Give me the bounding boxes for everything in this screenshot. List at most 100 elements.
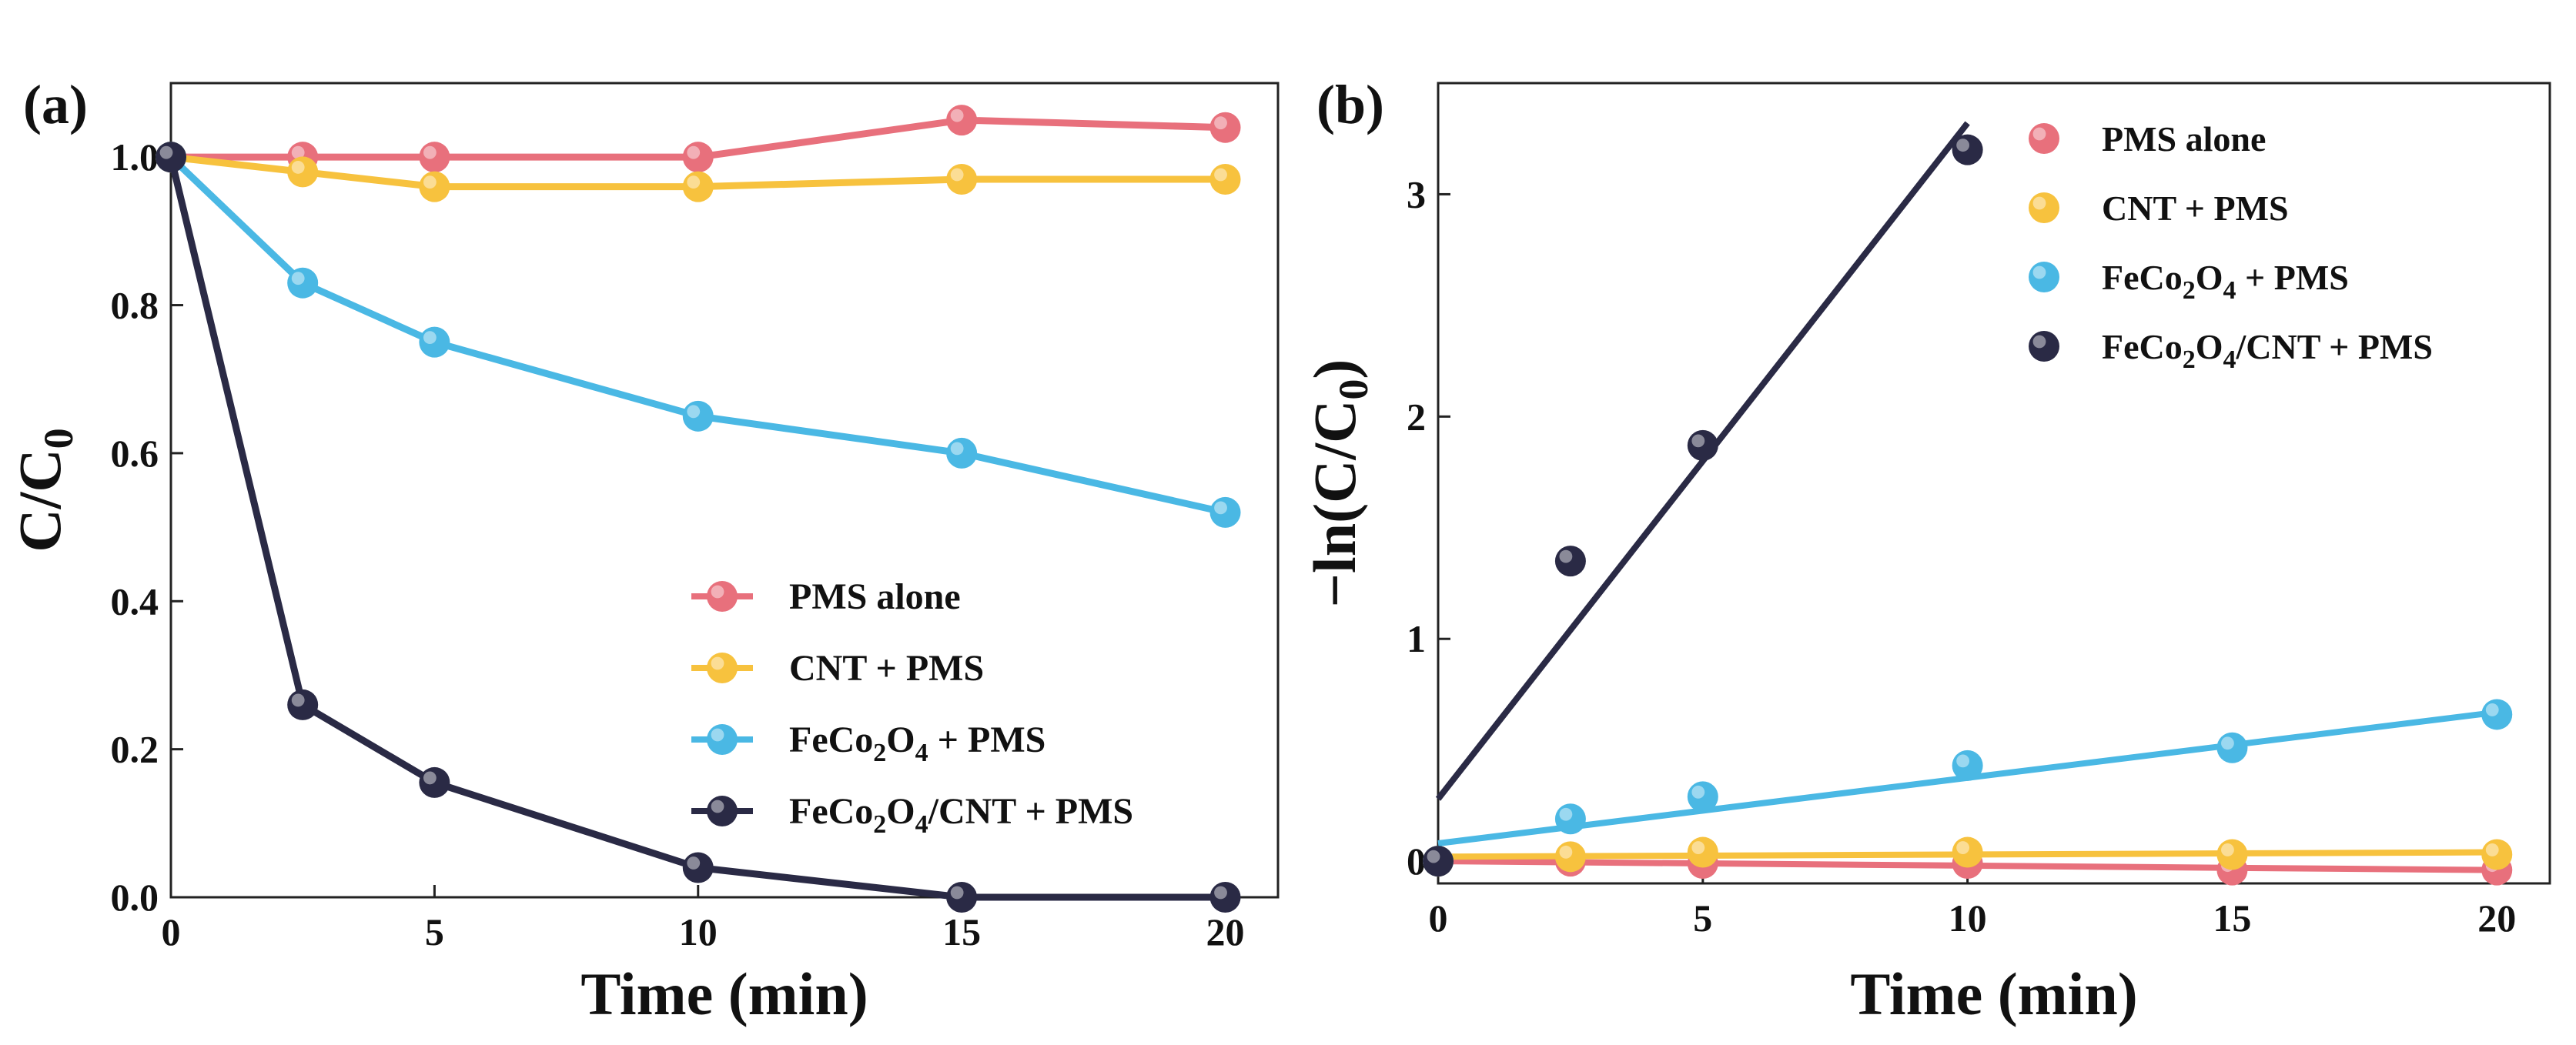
x-tick-label: 20 <box>2477 896 2516 940</box>
data-point-highlight <box>1691 841 1705 854</box>
legend-marker-highlight <box>2032 265 2046 279</box>
legend-marker-fill <box>2029 192 2059 223</box>
legend-marker-fill <box>2029 331 2059 362</box>
data-point-fill <box>1687 781 1718 813</box>
x-tick-label: 15 <box>2213 896 2251 940</box>
x-tick-label: 10 <box>1949 896 1987 940</box>
legend-item-cnt-pms: CNT + PMS <box>2029 189 2289 228</box>
y-axis-title-sub: 0 <box>1330 379 1377 400</box>
data-point <box>1687 836 1718 868</box>
data-point <box>1952 836 1983 868</box>
data-point <box>1554 841 1586 873</box>
legend-text-part: O <box>2196 327 2223 366</box>
series-pms-alone <box>156 105 1241 173</box>
x-tick-label: 5 <box>425 910 444 953</box>
legend-marker-fill <box>707 796 738 826</box>
legend-text-part: PMS alone <box>2102 119 2266 159</box>
data-point-highlight <box>1427 850 1440 863</box>
data-point-fill <box>156 142 186 173</box>
data-point <box>1952 134 1983 165</box>
data-point-fill <box>682 852 714 883</box>
y-axis-title-sub: 0 <box>35 428 82 449</box>
data-point-highlight <box>2221 736 2234 750</box>
legend: PMS alone CNT + PMS FeCo2O4 + PMS FeCo2O4/C… <box>691 576 1133 839</box>
legend-text-part: CNT + PMS <box>789 648 984 689</box>
data-point-fill <box>2216 732 2248 763</box>
data-point <box>1423 846 1454 877</box>
data-point <box>946 164 978 195</box>
x-tick-label: 0 <box>1429 896 1448 940</box>
legend-text-part: O <box>886 719 915 760</box>
data-point <box>1209 164 1241 195</box>
legend-item-feco2o4-pms: FeCo2O4 + PMS <box>691 719 1045 767</box>
legend-item-feco2o4-cnt-pms: FeCo2O4/CNT + PMS <box>691 791 1133 839</box>
legend-text-part: + PMS <box>2236 258 2349 297</box>
legend-text-part: FeCo <box>2102 258 2183 297</box>
data-point-fill <box>1952 750 1983 781</box>
data-point-highlight <box>1559 549 1573 563</box>
y-tick-label: 1 <box>1407 617 1426 660</box>
data-point-highlight <box>423 771 437 785</box>
legend-text-part: 2 <box>2183 276 2196 305</box>
data-point <box>1554 803 1586 835</box>
data-point <box>2481 699 2513 730</box>
legend-text-part: O <box>886 791 915 832</box>
data-point-highlight <box>291 145 305 159</box>
legend-label: FeCo2O4 + PMS <box>2102 258 2349 305</box>
legend-marker-highlight <box>711 800 724 813</box>
data-point-highlight <box>1956 754 1970 768</box>
y-tick-label: 0.0 <box>111 876 159 919</box>
legend-marker <box>2029 192 2059 223</box>
data-point-highlight <box>423 331 437 345</box>
legend-text-part: O <box>2196 258 2223 297</box>
legend-text-part: FeCo <box>789 791 873 832</box>
y-tick-label: 0.6 <box>111 432 159 475</box>
legend-text-part: 2 <box>873 739 886 767</box>
legend-label: FeCo2O4/CNT + PMS <box>2102 327 2433 374</box>
data-point-fill <box>946 437 978 469</box>
series-line <box>167 156 1226 901</box>
series-feco2o4-cnt-pms <box>156 142 1241 913</box>
legend-marker-fill <box>707 724 738 755</box>
y-tick-label: 0 <box>1407 840 1426 883</box>
data-point <box>156 142 186 173</box>
data-point-highlight <box>1691 434 1705 448</box>
y-axis-title-tail: ) <box>1301 359 1368 379</box>
data-point <box>682 852 714 883</box>
data-point <box>419 142 450 173</box>
data-point-fill <box>2481 839 2513 870</box>
data-point-highlight <box>1214 168 1227 182</box>
data-point-highlight <box>1691 785 1705 799</box>
y-axis-title-base: −ln(C/C <box>1301 400 1368 608</box>
data-point-highlight <box>1214 886 1227 900</box>
y-tick-label: 3 <box>1407 172 1426 215</box>
legend-text-part: /CNT + PMS <box>2236 327 2433 366</box>
data-point <box>682 171 714 202</box>
legend-item-pms-alone: PMS alone <box>691 576 961 617</box>
data-point-fill <box>2216 839 2248 870</box>
series-group <box>1423 121 2513 886</box>
data-point <box>1687 781 1718 813</box>
y-axis-title-base: C/C <box>6 449 73 552</box>
data-point <box>682 142 714 173</box>
data-point <box>419 171 450 202</box>
data-point-highlight <box>1214 501 1227 515</box>
data-point-fill <box>946 164 978 195</box>
x-tick-label: 20 <box>1206 910 1245 953</box>
y-tick-label: 0.2 <box>111 728 159 771</box>
legend-label: FeCo2O4 + PMS <box>789 719 1045 767</box>
data-point-fill <box>682 171 714 202</box>
data-point-fill <box>1209 164 1241 195</box>
data-point <box>946 882 978 913</box>
data-point-highlight <box>950 109 964 122</box>
data-point <box>946 437 978 469</box>
data-point <box>419 326 450 358</box>
data-point-fill <box>1554 546 1586 577</box>
legend-item-feco2o4-cnt-pms: FeCo2O4/CNT + PMS <box>2029 327 2433 374</box>
legend-label: FeCo2O4/CNT + PMS <box>789 791 1133 839</box>
data-point-fill <box>419 142 450 173</box>
legend-text-part: CNT + PMS <box>2102 189 2289 228</box>
data-point-fill <box>419 766 450 798</box>
